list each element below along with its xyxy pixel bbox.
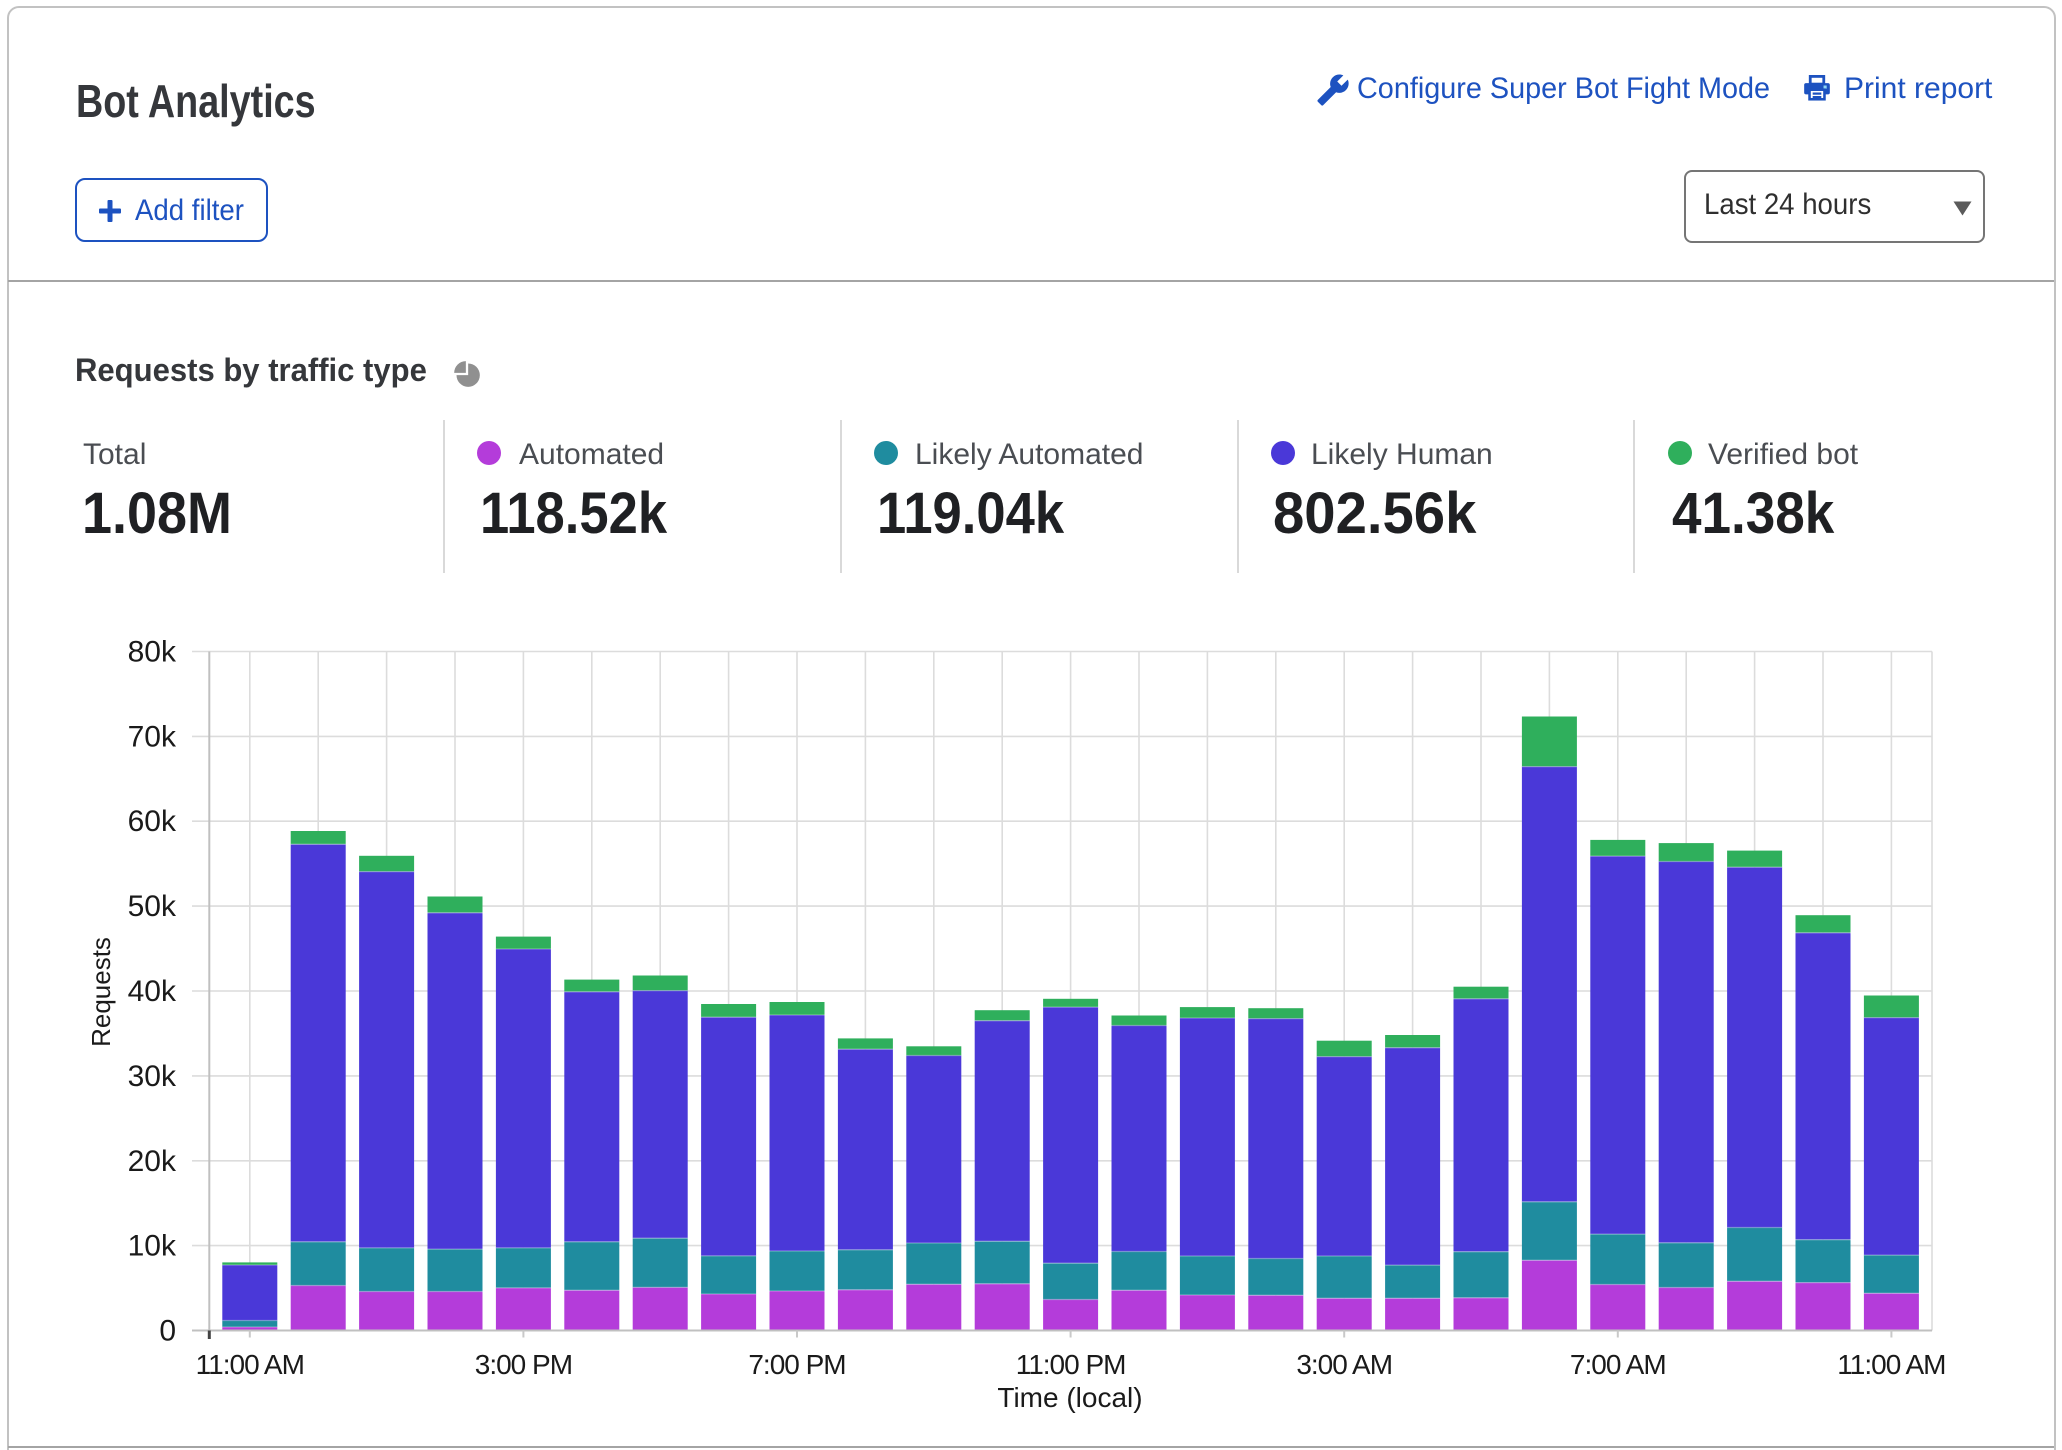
svg-text:30k: 30k xyxy=(128,1060,177,1093)
svg-text:60k: 60k xyxy=(128,805,177,838)
svg-text:50k: 50k xyxy=(128,890,177,923)
svg-text:10k: 10k xyxy=(128,1230,177,1263)
svg-text:20k: 20k xyxy=(128,1145,177,1178)
svg-text:11:00 AM: 11:00 AM xyxy=(1837,1349,1945,1380)
svg-text:80k: 80k xyxy=(128,636,177,669)
svg-text:40k: 40k xyxy=(128,975,177,1008)
svg-text:Time (local): Time (local) xyxy=(997,1382,1142,1413)
svg-text:3:00 PM: 3:00 PM xyxy=(475,1349,572,1380)
svg-text:70k: 70k xyxy=(128,720,177,753)
svg-text:7:00 AM: 7:00 AM xyxy=(1570,1349,1666,1380)
svg-text:11:00 PM: 11:00 PM xyxy=(1016,1349,1126,1380)
svg-text:7:00 PM: 7:00 PM xyxy=(748,1349,845,1380)
svg-text:3:00 AM: 3:00 AM xyxy=(1296,1349,1392,1380)
svg-text:11:00 AM: 11:00 AM xyxy=(196,1349,304,1380)
svg-text:0: 0 xyxy=(159,1315,176,1348)
svg-text:Requests: Requests xyxy=(86,937,116,1047)
